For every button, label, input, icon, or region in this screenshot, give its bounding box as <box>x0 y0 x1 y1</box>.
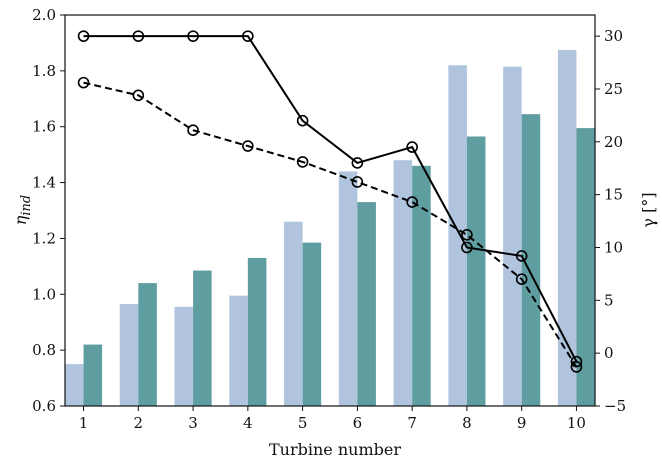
y-left-tick-label: 0.6 <box>32 397 56 415</box>
line-series2-marker-1 <box>77 76 90 89</box>
x-tick-label: 7 <box>407 414 417 432</box>
line-series2-marker-9 <box>515 273 528 285</box>
bar-series2-turbine-8 <box>466 136 486 407</box>
y-right-tick-label: 0 <box>604 344 614 362</box>
y-axis-label-left: ηind <box>11 195 34 225</box>
x-tick-label: 9 <box>517 414 527 432</box>
line-series2 <box>83 81 578 368</box>
bar-series1-turbine-6 <box>338 171 358 406</box>
bar-series1-turbine-9 <box>503 66 522 407</box>
x-tick-label: 2 <box>134 414 144 432</box>
line-series1-marker-4 <box>242 30 254 42</box>
line-series2-marker-7 <box>406 196 418 208</box>
bar-series2-turbine-3 <box>193 270 212 406</box>
line-series2-marker-4 <box>242 140 254 152</box>
line-series2-marker-2 <box>132 89 145 102</box>
bar-series1-turbine-1 <box>65 364 84 406</box>
x-tick-label: 10 <box>567 414 586 432</box>
y-left-tick-label: 1.0 <box>32 285 56 303</box>
line-series1-marker-2 <box>132 30 145 42</box>
y-right-tick-label: 15 <box>604 186 623 204</box>
bar-series2-turbine-10 <box>576 128 595 407</box>
line-series2-marker-6 <box>351 176 364 188</box>
y-left-tick-label: 2.0 <box>32 6 56 24</box>
y-right-tick-label: −5 <box>604 397 626 415</box>
bar-series2-turbine-2 <box>138 283 157 406</box>
x-tick-label: 5 <box>298 414 308 432</box>
line-series1-marker-5 <box>296 114 309 127</box>
y-left-tick-label: 1.4 <box>32 174 56 192</box>
lines-layer <box>77 30 583 373</box>
x-tick-label: 4 <box>243 414 253 432</box>
x-axis-label: Turbine number <box>269 440 401 459</box>
line-series1-marker-3 <box>187 30 199 42</box>
y-right-tick-label: 30 <box>604 27 623 45</box>
x-tick-label: 8 <box>462 414 472 432</box>
x-tick-label: 1 <box>79 414 89 432</box>
bars-layer <box>65 49 595 407</box>
bar-series2-turbine-6 <box>357 202 376 406</box>
bar-series2-turbine-4 <box>247 257 267 406</box>
bar-series1-turbine-2 <box>119 304 139 406</box>
line-series2-marker-10 <box>570 361 583 373</box>
y-left-tick-label: 1.2 <box>32 229 56 247</box>
line-series2-marker-8 <box>461 229 473 241</box>
bar-series1-turbine-10 <box>557 49 577 406</box>
bar-series1-turbine-5 <box>284 221 303 406</box>
x-tick-label: 3 <box>188 414 198 432</box>
line-series1 <box>83 35 578 363</box>
bar-series1-turbine-7 <box>393 160 413 406</box>
y-axis-label-right: γ [°] <box>639 192 658 227</box>
bar-series2-turbine-9 <box>521 114 541 407</box>
line-series1-marker-9 <box>515 250 528 262</box>
bar-series1-turbine-3 <box>174 306 194 406</box>
bar-series2-turbine-5 <box>302 242 322 406</box>
axes-layer: 1 2 3 4 5 6 7 8 9 10 0.6 0.8 1.0 1.2 1.4 1.6 1.8 2.0 −5 0 5 1… <box>32 6 626 432</box>
y-left-tick-label: 0.8 <box>32 341 56 359</box>
line-series2-marker-5 <box>296 156 309 168</box>
line-series1-marker-8 <box>461 241 473 254</box>
y-right-tick-label: 20 <box>604 133 623 151</box>
bar-series1-turbine-8 <box>448 65 467 407</box>
line-series1-marker-6 <box>351 157 364 169</box>
y-left-tick-label: 1.6 <box>32 118 56 136</box>
bar-series2-turbine-7 <box>412 165 431 406</box>
x-tick-label: 6 <box>353 414 363 432</box>
line-series2-marker-3 <box>187 124 199 136</box>
y-right-tick-label: 5 <box>604 291 614 309</box>
line-series1-marker-1 <box>77 30 90 42</box>
bar-series2-turbine-1 <box>83 344 103 406</box>
plot-frame <box>64 14 596 407</box>
y-left-tick-label: 1.8 <box>32 62 56 80</box>
bar-series1-turbine-4 <box>229 295 248 406</box>
y-right-tick-label: 10 <box>604 238 623 256</box>
y-right-tick-label: 25 <box>604 80 623 98</box>
line-series1-marker-7 <box>406 141 418 153</box>
